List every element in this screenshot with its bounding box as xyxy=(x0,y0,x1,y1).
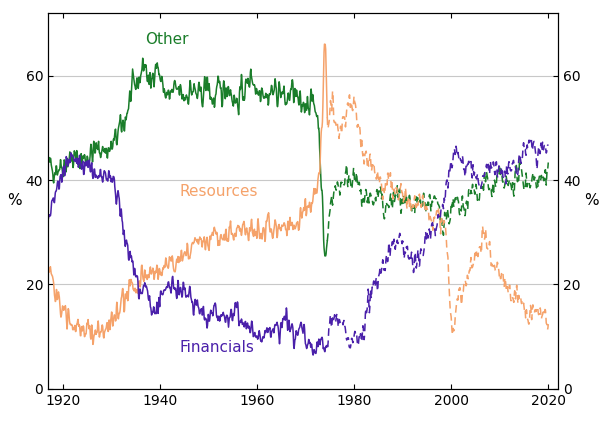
Text: Other: Other xyxy=(145,32,188,47)
Text: Financials: Financials xyxy=(179,340,254,355)
Y-axis label: %: % xyxy=(7,194,22,208)
Y-axis label: %: % xyxy=(584,194,599,208)
Text: Resources: Resources xyxy=(179,184,257,199)
